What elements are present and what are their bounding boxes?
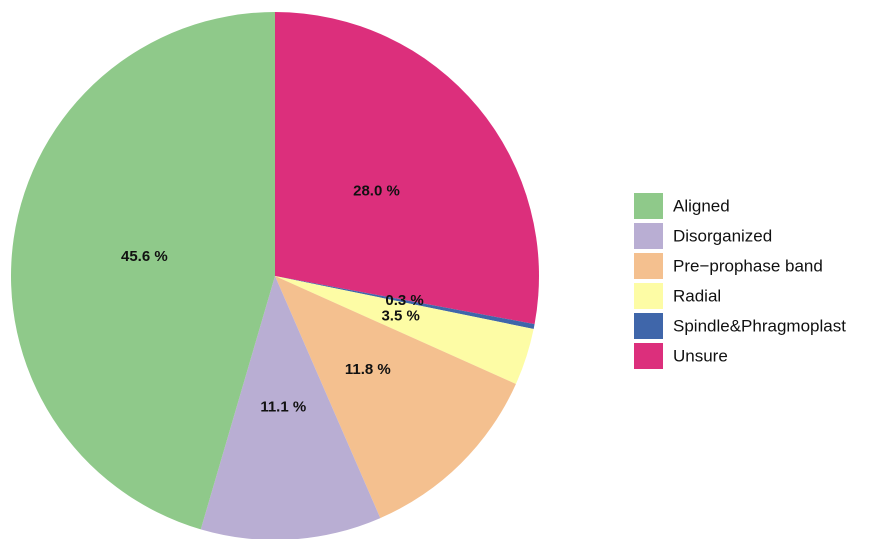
legend-label: Unsure	[673, 346, 728, 365]
pie-slice	[10, 12, 275, 530]
legend-swatch	[634, 283, 663, 309]
data-label: 0.3 %	[385, 292, 423, 309]
data-label: 45.6 %	[121, 248, 168, 265]
data-label: 28.0 %	[353, 183, 400, 200]
pie-slice	[275, 276, 516, 519]
legend-swatch	[634, 193, 663, 219]
legend-label: Disorganized	[673, 226, 772, 245]
legend-swatch	[634, 253, 663, 279]
pie-slice	[275, 276, 534, 384]
pie-slice	[200, 276, 381, 540]
legend-label: Aligned	[673, 196, 730, 215]
legend-swatch	[634, 343, 663, 369]
legend-label: Pre−prophase band	[673, 256, 823, 275]
legend-label: Radial	[673, 286, 721, 305]
pie-slice	[275, 12, 540, 325]
legend-swatch	[634, 223, 663, 249]
pie-slice	[275, 276, 535, 329]
legend-swatch	[634, 313, 663, 339]
data-label: 3.5 %	[381, 307, 419, 324]
legend-label: Spindle&Phragmoplast	[673, 316, 846, 335]
data-label: 11.1 %	[260, 399, 306, 416]
data-label: 11.8 %	[345, 361, 391, 378]
